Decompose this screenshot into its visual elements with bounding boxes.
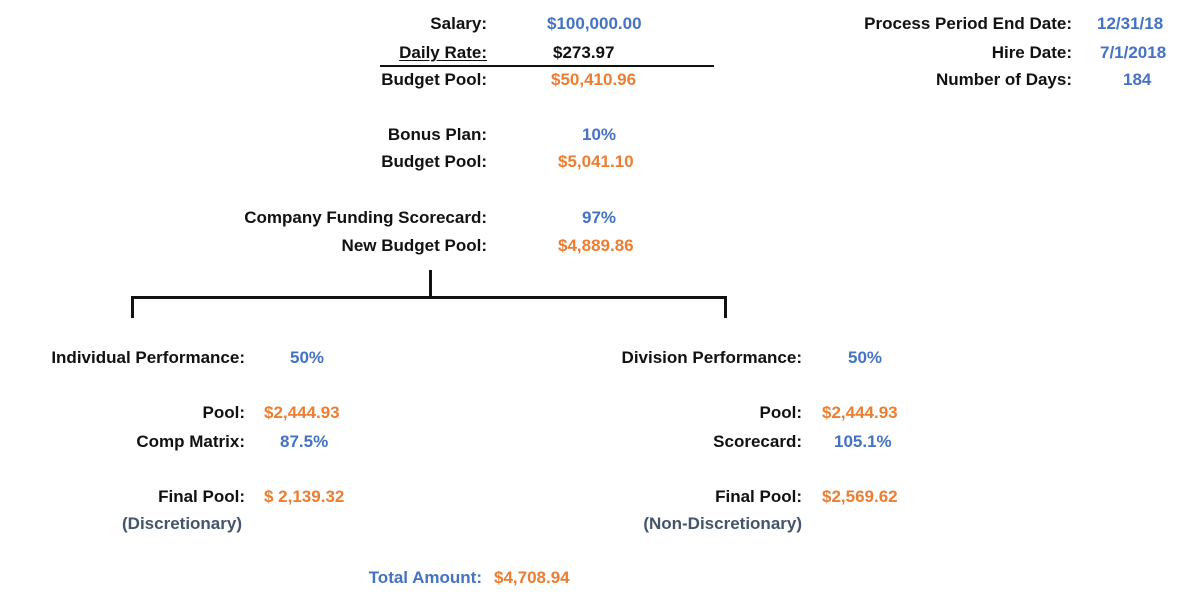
daily-rate-label: Daily Rate: — [399, 43, 487, 62]
division-final-pool-label: Final Pool: — [715, 487, 802, 506]
total-amount-label: Total Amount: — [368, 568, 482, 587]
hire-date-value: 7/1/2018 — [1100, 43, 1167, 62]
division-final-pool-value: $2,569.62 — [822, 487, 898, 506]
individual-final-pool-label: Final Pool: — [158, 487, 245, 506]
non-discretionary-note: (Non-Discretionary) — [643, 514, 802, 533]
salary-label: Salary: — [430, 14, 487, 33]
individual-final-pool-value: $ 2,139.32 — [264, 487, 345, 506]
budget-pool-value: $50,410.96 — [551, 70, 637, 89]
new-budget-pool-label: New Budget Pool: — [341, 236, 487, 255]
hire-date-label: Hire Date: — [991, 43, 1072, 62]
comp-matrix-value: 87.5% — [280, 432, 329, 451]
budget-pool-label: Budget Pool: — [381, 70, 487, 89]
division-scorecard-label: Scorecard: — [713, 432, 802, 451]
sum-underline — [380, 65, 714, 67]
split-connector-left-leg — [131, 296, 134, 318]
number-of-days-value: 184 — [1123, 70, 1152, 89]
individual-performance-value: 50% — [290, 348, 325, 367]
split-connector-stem — [429, 270, 432, 298]
total-amount-value: $4,708.94 — [494, 568, 570, 587]
division-performance-value: 50% — [848, 348, 883, 367]
bonus-plan-label: Bonus Plan: — [387, 125, 487, 144]
individual-pool-label: Pool: — [202, 403, 246, 422]
division-scorecard-value: 105.1% — [834, 432, 892, 451]
daily-rate-value: $273.97 — [553, 43, 615, 62]
bonus-budget-pool-value: $5,041.10 — [558, 152, 634, 171]
period-end-label: Process Period End Date: — [864, 14, 1072, 33]
division-pool-label: Pool: — [759, 403, 803, 422]
split-connector-bar — [131, 296, 727, 299]
comp-matrix-label: Comp Matrix: — [136, 432, 245, 451]
company-scorecard-label: Company Funding Scorecard: — [244, 208, 487, 227]
division-performance-label: Division Performance: — [621, 348, 802, 367]
period-end-value: 12/31/18 — [1097, 14, 1164, 33]
individual-pool-value: $2,444.93 — [264, 403, 340, 422]
new-budget-pool-value: $4,889.86 — [558, 236, 634, 255]
division-pool-value: $2,444.93 — [822, 403, 898, 422]
bonus-plan-value: 10% — [582, 125, 617, 144]
individual-performance-label: Individual Performance: — [51, 348, 245, 367]
discretionary-note: (Discretionary) — [122, 514, 242, 533]
bonus-budget-pool-label: Budget Pool: — [381, 152, 487, 171]
company-scorecard-value: 97% — [582, 208, 617, 227]
number-of-days-label: Number of Days: — [935, 70, 1072, 89]
salary-value: $100,000.00 — [547, 14, 642, 33]
split-connector-right-leg — [724, 296, 727, 318]
